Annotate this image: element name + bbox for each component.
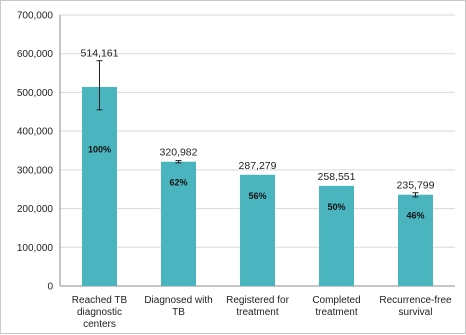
x-tick-label-line: Completed [312,295,360,306]
x-tick-label-line: TB [172,307,185,318]
x-tick-label-line: Recurrence-free [379,295,452,306]
data-label: 320,982 [160,147,198,159]
x-tick-label-line: Reached TB [72,295,128,306]
bar [82,86,117,286]
percent-label: 100% [88,144,111,154]
x-tick-label: Reached TB diagnostic centers [72,295,128,330]
data-label: 514,161 [81,48,119,60]
y-tick-label: 400,000 [17,127,54,138]
bar [319,185,354,286]
percent-label: 56% [248,191,266,201]
percent-label: 62% [169,178,187,188]
x-tick-label-line: diagnostic [77,307,122,318]
x-tick-label-line: treatment [236,307,278,318]
y-tick-label: 700,000 [17,11,54,22]
y-tick-label: 100,000 [17,243,54,254]
x-tick-label-line: Registered for [226,295,289,306]
bar [398,194,433,286]
x-tick-label-line: Diagnosed with [144,295,212,306]
data-label: 258,551 [318,171,356,183]
bar [240,174,275,286]
x-tick-label: Completed treatment [312,295,360,318]
x-tick-label: Registered for treatment [226,295,289,318]
y-tick-label: 0 [47,282,53,293]
x-tick-label: Diagnosed with TB [144,295,212,318]
x-tick-label-line: survival [399,307,433,318]
y-tick-label: 600,000 [17,49,54,60]
x-tick-label-line: centers [83,319,116,330]
data-label: 235,799 [397,180,435,192]
x-tick-label: Recurrence-free survival [379,295,452,318]
y-tick-label: 300,000 [17,165,54,176]
x-tick-label-line: treatment [315,307,357,318]
data-label: 287,279 [239,160,277,172]
percent-label: 50% [327,202,345,212]
y-tick-label: 200,000 [17,204,54,215]
y-tick-label: 500,000 [17,88,54,99]
percent-label: 46% [406,211,424,221]
bar [161,161,196,286]
